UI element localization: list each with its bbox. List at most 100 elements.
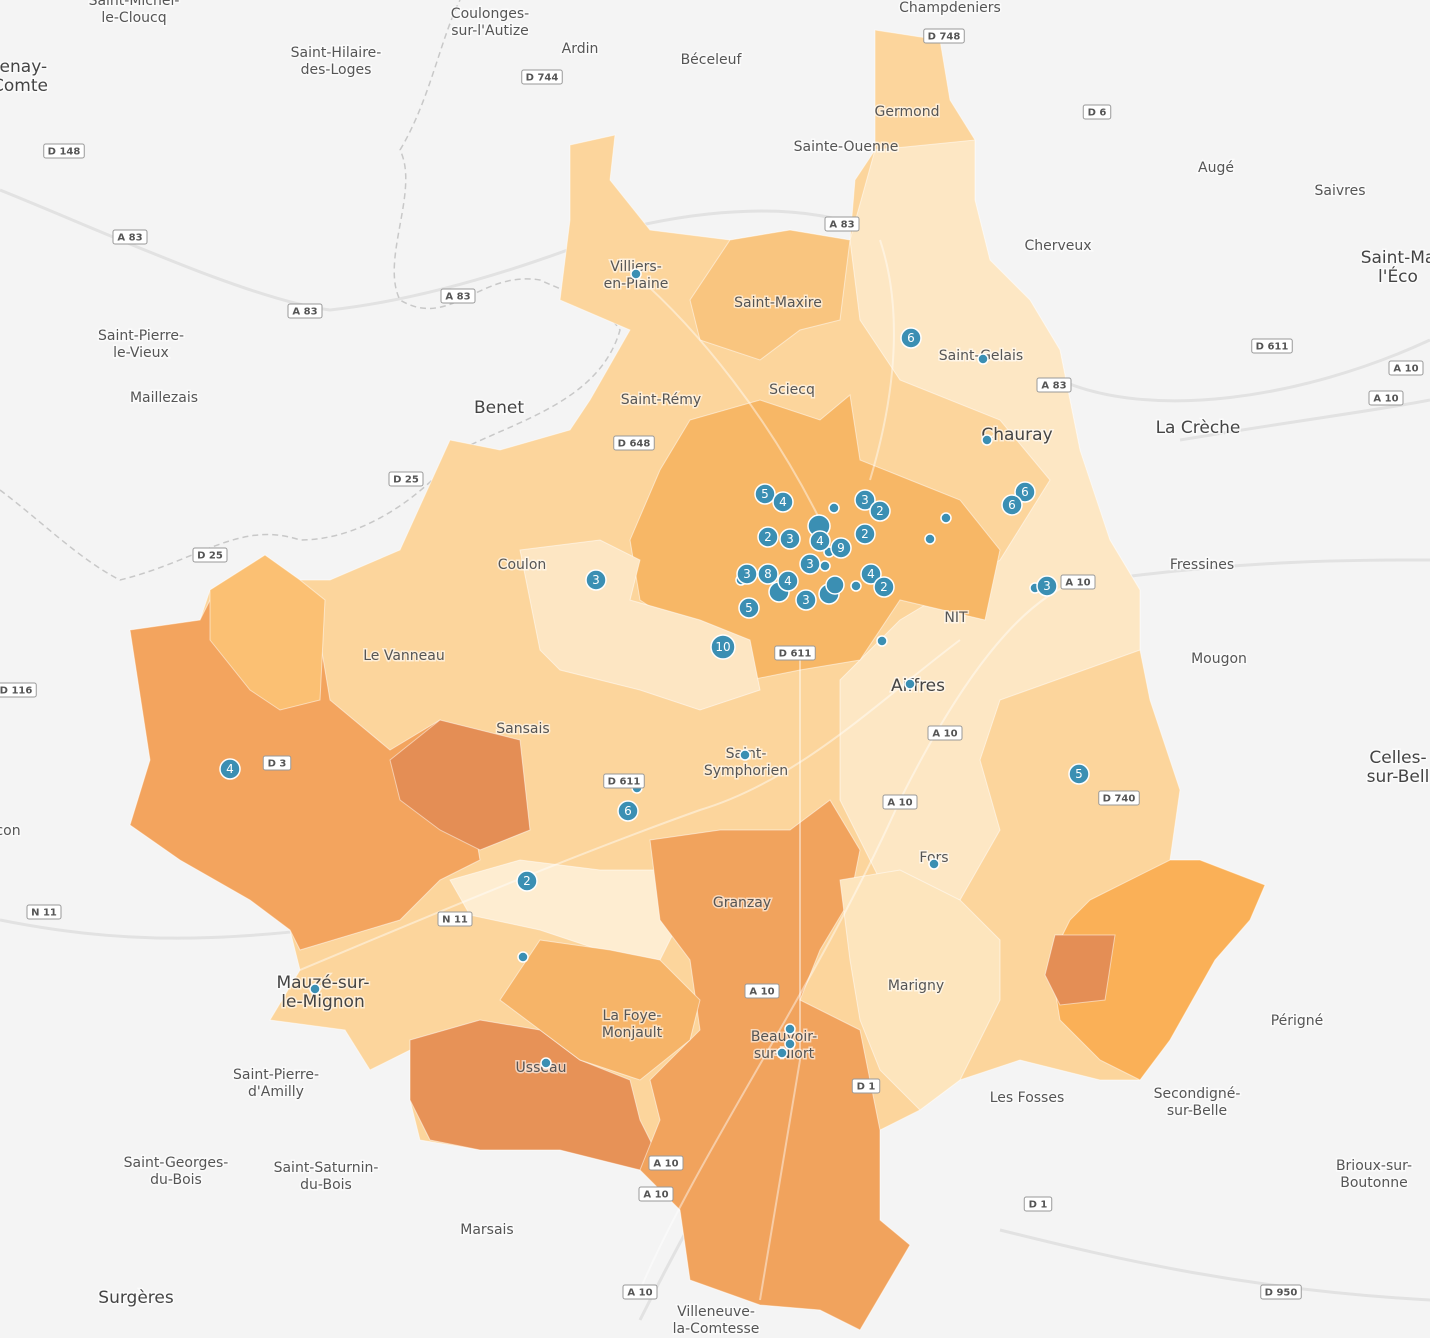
cluster-circle[interactable] bbox=[854, 523, 876, 545]
cluster-marker[interactable]: 5 bbox=[1068, 763, 1090, 785]
cluster-marker[interactable]: 5 bbox=[738, 597, 760, 619]
road-label: D 611 bbox=[779, 649, 812, 660]
cluster-marker[interactable]: 3 bbox=[1036, 575, 1058, 597]
cluster-marker[interactable]: 2 bbox=[873, 576, 895, 598]
cluster-marker[interactable]: 10 bbox=[710, 634, 736, 660]
place-label: Sciecq bbox=[769, 382, 815, 398]
cluster-circle[interactable] bbox=[585, 569, 607, 591]
cluster-marker[interactable]: 4 bbox=[219, 758, 241, 780]
cluster-count: 5 bbox=[761, 487, 769, 501]
road-shield bbox=[1036, 377, 1072, 393]
cluster-marker[interactable]: 5 bbox=[754, 483, 776, 505]
cluster-marker[interactable]: 6 bbox=[1001, 494, 1023, 516]
road-shield bbox=[192, 547, 228, 563]
place-line: Mougon bbox=[1191, 651, 1247, 667]
place-label: Fors bbox=[919, 850, 948, 866]
cluster-circle[interactable] bbox=[873, 576, 895, 598]
place-line: La Foye- bbox=[603, 1008, 662, 1024]
cluster-circle[interactable] bbox=[795, 589, 817, 611]
cluster-marker[interactable]: 6 bbox=[617, 800, 639, 822]
cluster-circle[interactable] bbox=[738, 597, 760, 619]
road-shield bbox=[1251, 338, 1293, 354]
place-line: Saint-Saturnin- bbox=[274, 1160, 379, 1176]
cluster-circle[interactable] bbox=[516, 870, 538, 892]
road-label: D 25 bbox=[197, 551, 223, 562]
cluster-marker[interactable]: 2 bbox=[516, 870, 538, 892]
place-label: Saivres bbox=[1315, 183, 1366, 199]
cluster-marker[interactable]: 6 bbox=[900, 327, 922, 349]
cluster-circle[interactable] bbox=[1014, 481, 1036, 503]
road-shield bbox=[1023, 1196, 1053, 1212]
cluster-marker[interactable]: 4 bbox=[777, 570, 799, 592]
cluster-marker[interactable]: 8 bbox=[757, 563, 779, 585]
place-label: Cherveux bbox=[1024, 238, 1091, 254]
place-label: Les Fosses bbox=[990, 1090, 1065, 1106]
cluster-circle[interactable] bbox=[869, 500, 891, 522]
cluster-circle[interactable] bbox=[854, 489, 876, 511]
place-label: Saint-Georges-du-Bois bbox=[124, 1155, 229, 1188]
cluster-circle[interactable] bbox=[736, 563, 758, 585]
road-shield bbox=[648, 1155, 684, 1171]
road-label: A 83 bbox=[1041, 381, 1066, 392]
road-shield bbox=[638, 1186, 674, 1202]
location-dot bbox=[940, 512, 952, 524]
cluster-count: 4 bbox=[816, 534, 824, 548]
cluster-count: 10 bbox=[715, 640, 730, 654]
place-label: Saint-Michel-le-Cloucq bbox=[89, 0, 180, 26]
cluster-marker[interactable]: 3 bbox=[854, 489, 876, 511]
cluster-marker[interactable]: 2 bbox=[854, 523, 876, 545]
cluster-circle[interactable] bbox=[754, 483, 776, 505]
cluster-count: 5 bbox=[745, 601, 753, 615]
place-line: Fressines bbox=[1170, 557, 1234, 573]
cluster-circle[interactable] bbox=[830, 537, 852, 559]
cluster-marker[interactable]: 4 bbox=[772, 491, 794, 513]
road-label: A 83 bbox=[445, 292, 470, 303]
cluster-marker[interactable]: 3 bbox=[799, 553, 821, 575]
cluster-circle[interactable] bbox=[772, 491, 794, 513]
cluster-circle[interactable] bbox=[900, 327, 922, 349]
place-line: Mauzé-sur- bbox=[276, 973, 369, 993]
road-label: N 11 bbox=[442, 915, 468, 926]
cluster-marker[interactable]: 9 bbox=[830, 537, 852, 559]
cluster-circle[interactable] bbox=[617, 800, 639, 822]
road-label: D 950 bbox=[1265, 1288, 1298, 1299]
cluster-marker[interactable]: 3 bbox=[795, 589, 817, 611]
cluster-marker[interactable]: 4 bbox=[809, 530, 831, 552]
place-line: Brioux-sur- bbox=[1336, 1158, 1412, 1174]
cluster-marker[interactable]: 3 bbox=[779, 528, 801, 550]
cluster-circle[interactable] bbox=[757, 526, 779, 548]
cluster-marker[interactable]: 2 bbox=[869, 500, 891, 522]
cluster-circle[interactable] bbox=[1001, 494, 1023, 516]
cluster-circle[interactable] bbox=[779, 528, 801, 550]
region bbox=[519, 539, 761, 711]
cluster-count: 3 bbox=[1043, 579, 1051, 593]
road-label: A 10 bbox=[749, 987, 774, 998]
cluster-circle[interactable] bbox=[219, 758, 241, 780]
cluster-circle[interactable] bbox=[1036, 575, 1058, 597]
place-line: Saint-Michel- bbox=[89, 0, 180, 9]
cluster-marker[interactable]: 3 bbox=[585, 569, 607, 591]
cluster-marker[interactable]: 6 bbox=[1014, 481, 1036, 503]
place-line: du-Bois bbox=[150, 1172, 202, 1188]
cluster-circle[interactable] bbox=[710, 634, 736, 660]
cluster-circle[interactable] bbox=[777, 570, 799, 592]
cluster-circle[interactable] bbox=[1068, 763, 1090, 785]
cluster-marker[interactable]: 2 bbox=[757, 526, 779, 548]
cluster-marker[interactable]: 3 bbox=[736, 563, 758, 585]
cluster-circle[interactable] bbox=[809, 530, 831, 552]
road-shield bbox=[613, 435, 655, 451]
road-label: A 10 bbox=[627, 1288, 652, 1299]
cluster-circle[interactable] bbox=[860, 563, 882, 585]
cluster-circle[interactable] bbox=[757, 563, 779, 585]
place-label: La Crèche bbox=[1156, 418, 1241, 438]
road-label: N 11 bbox=[31, 908, 57, 919]
region bbox=[449, 859, 681, 961]
road-shield bbox=[437, 911, 473, 927]
cluster-marker[interactable]: 4 bbox=[860, 563, 882, 585]
place-line: Sansais bbox=[496, 721, 549, 737]
cluster-circle[interactable] bbox=[799, 553, 821, 575]
road-shield bbox=[26, 904, 62, 920]
place-line: Benet bbox=[474, 398, 524, 418]
place-line: Coulonges- bbox=[451, 6, 529, 22]
place-line: le-Cloucq bbox=[101, 10, 166, 26]
